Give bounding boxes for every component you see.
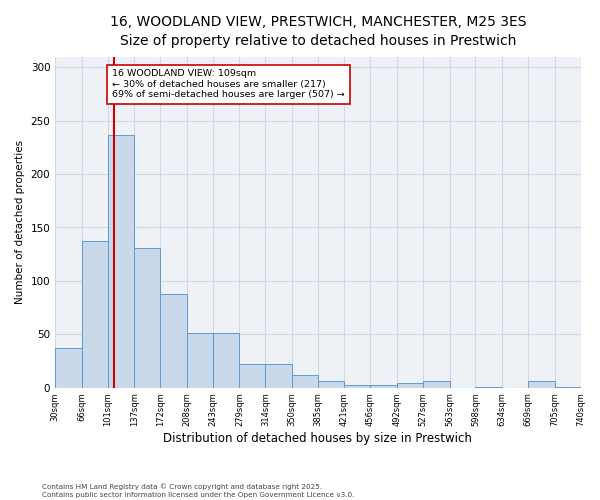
Title: 16, WOODLAND VIEW, PRESTWICH, MANCHESTER, M25 3ES
Size of property relative to d: 16, WOODLAND VIEW, PRESTWICH, MANCHESTER… bbox=[110, 15, 526, 48]
Bar bbox=[318, 382, 344, 388]
Bar bbox=[528, 382, 554, 388]
Bar bbox=[82, 242, 108, 388]
Bar bbox=[370, 384, 397, 388]
Bar bbox=[187, 333, 213, 388]
Bar bbox=[344, 384, 370, 388]
Bar bbox=[554, 386, 581, 388]
Text: 16 WOODLAND VIEW: 109sqm
← 30% of detached houses are smaller (217)
69% of semi-: 16 WOODLAND VIEW: 109sqm ← 30% of detach… bbox=[112, 70, 345, 99]
Bar bbox=[213, 333, 239, 388]
Bar bbox=[423, 382, 449, 388]
Bar bbox=[108, 134, 134, 388]
X-axis label: Distribution of detached houses by size in Prestwich: Distribution of detached houses by size … bbox=[163, 432, 472, 445]
Bar bbox=[160, 294, 187, 388]
Bar bbox=[134, 248, 160, 388]
Bar bbox=[239, 364, 265, 388]
Y-axis label: Number of detached properties: Number of detached properties bbox=[15, 140, 25, 304]
Bar bbox=[55, 348, 82, 388]
Bar bbox=[292, 375, 318, 388]
Bar bbox=[397, 384, 423, 388]
Bar bbox=[475, 386, 502, 388]
Text: Contains HM Land Registry data © Crown copyright and database right 2025.
Contai: Contains HM Land Registry data © Crown c… bbox=[42, 483, 355, 498]
Bar bbox=[265, 364, 292, 388]
